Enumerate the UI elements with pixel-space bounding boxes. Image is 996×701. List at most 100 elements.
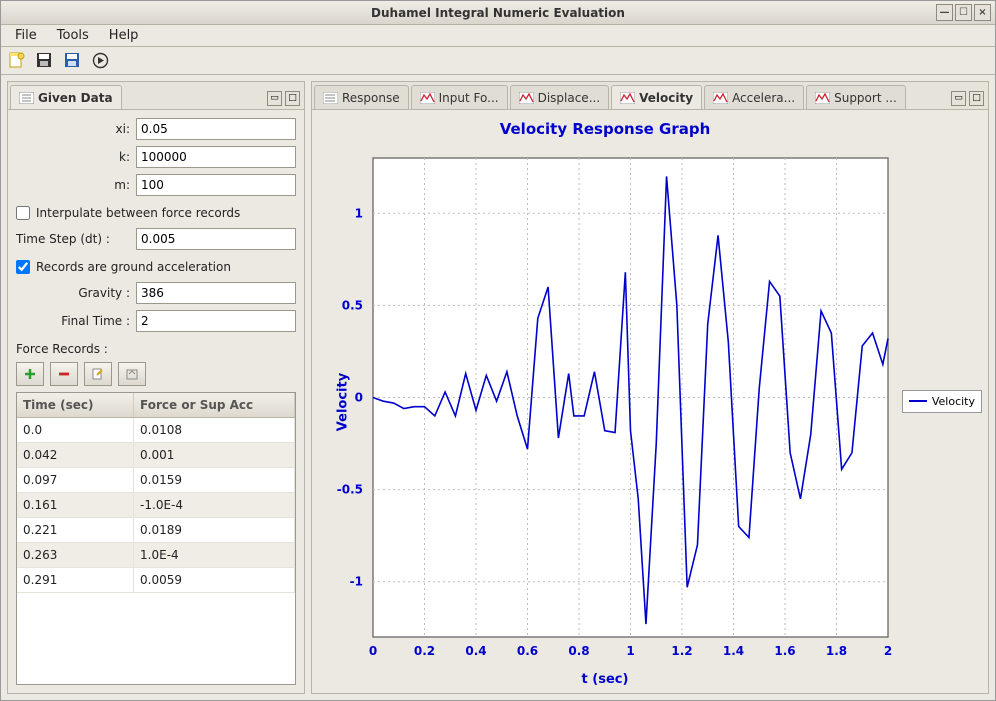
add-record-button[interactable] (16, 362, 44, 386)
close-button[interactable]: × (974, 4, 991, 21)
legend-swatch (909, 400, 927, 402)
save-icon[interactable] (35, 52, 53, 70)
tab-response[interactable]: Response (314, 85, 409, 109)
tab-given-data[interactable]: Given Data (10, 85, 122, 109)
menu-file[interactable]: File (7, 25, 45, 46)
left-panel-max[interactable]: □ (285, 91, 300, 106)
velocity-chart: 00.20.40.60.811.21.41.61.82-1-0.500.51 (318, 120, 978, 683)
svg-text:1: 1 (355, 206, 363, 220)
table-cell: 0.0189 (134, 518, 295, 543)
given-data-panel: Given Data ▭ □ xi: k: m: (7, 81, 305, 694)
table-cell: 0.161 (17, 493, 134, 518)
gravity-label: Gravity : (16, 286, 130, 300)
window-title: Duhamel Integral Numeric Evaluation (371, 6, 625, 20)
force-records-label: Force Records : (16, 342, 296, 356)
table-row[interactable]: 0.0420.001 (17, 443, 295, 468)
svg-text:0.8: 0.8 (568, 644, 589, 658)
tab-velocity[interactable]: Velocity (611, 85, 702, 109)
svg-text:-0.5: -0.5 (337, 483, 363, 497)
menu-tools[interactable]: Tools (49, 25, 97, 46)
svg-text:1.8: 1.8 (826, 644, 847, 658)
edit-record-button[interactable] (84, 362, 112, 386)
svg-text:0.5: 0.5 (342, 298, 363, 312)
y-axis-label: Velocity (336, 372, 351, 430)
right-panel-max[interactable]: □ (969, 91, 984, 106)
table-row[interactable]: 0.00.0108 (17, 418, 295, 443)
svg-text:1.2: 1.2 (671, 644, 692, 658)
table-cell: 0.291 (17, 568, 134, 593)
chart-panel: ResponseInput Fo...Displace...VelocityAc… (311, 81, 989, 694)
final-time-label: Final Time : (16, 314, 130, 328)
table-row[interactable]: 0.2631.0E-4 (17, 543, 295, 568)
chart-icon (815, 92, 830, 104)
table-row[interactable]: 0.0970.0159 (17, 468, 295, 493)
chart-icon (620, 92, 635, 104)
xi-input[interactable] (136, 118, 296, 140)
k-input[interactable] (136, 146, 296, 168)
table-cell: 0.0159 (134, 468, 295, 493)
xi-label: xi: (16, 122, 130, 136)
legend-label: Velocity (932, 395, 975, 408)
run-icon[interactable] (91, 52, 109, 70)
left-body: xi: k: m: Interpulate between force reco… (8, 110, 304, 693)
legend: Velocity (902, 390, 982, 413)
gravity-input[interactable] (136, 282, 296, 304)
col-time[interactable]: Time (sec) (17, 393, 134, 418)
svg-text:0: 0 (355, 391, 363, 405)
svg-text:1: 1 (626, 644, 634, 658)
plot-area: Velocity Response Graph Velocity t (sec)… (312, 110, 988, 693)
minimize-button[interactable]: — (936, 4, 953, 21)
new-file-icon[interactable] (7, 52, 25, 70)
table-row[interactable]: 0.2210.0189 (17, 518, 295, 543)
table-cell: 0.001 (134, 443, 295, 468)
svg-text:1.6: 1.6 (774, 644, 795, 658)
menubar: File Tools Help (1, 25, 995, 47)
final-time-input[interactable] (136, 310, 296, 332)
dt-input[interactable] (136, 228, 296, 250)
save-as-icon[interactable] (63, 52, 81, 70)
svg-text:2: 2 (884, 644, 892, 658)
svg-text:0.6: 0.6 (517, 644, 538, 658)
records-table: Time (sec) Force or Sup Acc 0.00.01080.0… (17, 393, 295, 593)
left-panel-min[interactable]: ▭ (267, 91, 282, 106)
svg-text:1.4: 1.4 (723, 644, 744, 658)
svg-text:0: 0 (369, 644, 377, 658)
table-cell: 0.097 (17, 468, 134, 493)
interp-label: Interpulate between force records (36, 206, 240, 220)
remove-record-button[interactable] (50, 362, 78, 386)
ground-label: Records are ground acceleration (36, 260, 231, 274)
m-input[interactable] (136, 174, 296, 196)
window-controls: — ☐ × (936, 4, 991, 21)
table-cell: 0.263 (17, 543, 134, 568)
tab-displace[interactable]: Displace... (510, 85, 610, 109)
app-window: Duhamel Integral Numeric Evaluation — ☐ … (0, 0, 996, 701)
import-record-button[interactable] (118, 362, 146, 386)
chart-title: Velocity Response Graph (312, 120, 898, 138)
x-axis-label: t (sec) (312, 672, 898, 687)
tab-input-fo[interactable]: Input Fo... (411, 85, 508, 109)
interp-checkbox[interactable] (16, 206, 30, 220)
chart-icon (713, 92, 728, 104)
toolbar (1, 47, 995, 75)
chart-icon (323, 92, 338, 104)
ground-checkbox[interactable] (16, 260, 30, 274)
tab-support[interactable]: Support ... (806, 85, 906, 109)
k-label: k: (16, 150, 130, 164)
table-cell: 0.0 (17, 418, 134, 443)
chart-icon (420, 92, 435, 104)
left-tabs: Given Data ▭ □ (8, 82, 304, 110)
menu-help[interactable]: Help (101, 25, 147, 46)
table-row[interactable]: 0.2910.0059 (17, 568, 295, 593)
right-tabs: ResponseInput Fo...Displace...VelocityAc… (312, 82, 988, 110)
right-panel-min[interactable]: ▭ (951, 91, 966, 106)
maximize-button[interactable]: ☐ (955, 4, 972, 21)
col-force[interactable]: Force or Sup Acc (134, 393, 295, 418)
table-row[interactable]: 0.161-1.0E-4 (17, 493, 295, 518)
data-icon (19, 92, 34, 104)
tab-accelera[interactable]: Accelera... (704, 85, 804, 109)
svg-text:0.4: 0.4 (465, 644, 486, 658)
table-cell: 1.0E-4 (134, 543, 295, 568)
svg-text:0.2: 0.2 (414, 644, 435, 658)
m-label: m: (16, 178, 130, 192)
titlebar: Duhamel Integral Numeric Evaluation — ☐ … (1, 1, 995, 25)
